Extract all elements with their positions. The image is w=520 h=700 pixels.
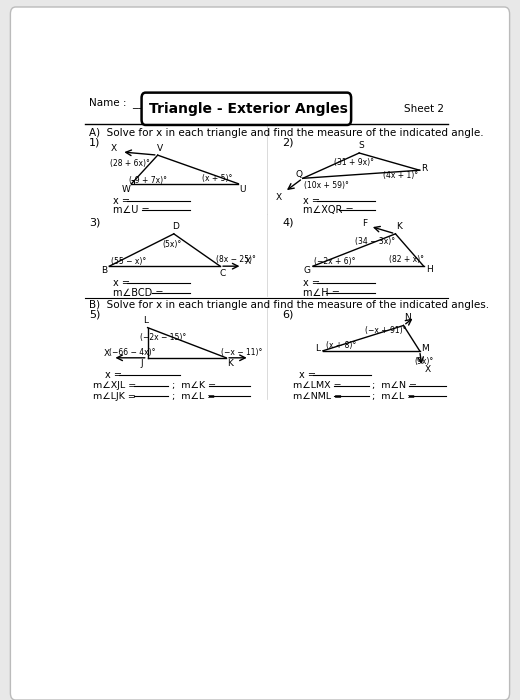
Text: ;  m∠N =: ; m∠N = xyxy=(372,382,420,391)
Text: (55 − x)°: (55 − x)° xyxy=(111,258,146,267)
Text: K: K xyxy=(396,222,401,231)
Text: m∠LJK =: m∠LJK = xyxy=(93,391,139,400)
Text: C: C xyxy=(219,269,225,278)
Text: L: L xyxy=(143,316,148,325)
Text: K: K xyxy=(227,358,233,368)
Text: L: L xyxy=(315,344,320,353)
Text: J: J xyxy=(141,358,144,368)
Text: H: H xyxy=(426,265,433,274)
Text: B: B xyxy=(101,266,107,275)
Text: (-9 + 7x)°: (-9 + 7x)° xyxy=(129,176,167,185)
Text: M: M xyxy=(421,344,429,353)
Text: (−2x + 6)°: (−2x + 6)° xyxy=(314,258,356,267)
Text: X: X xyxy=(245,258,251,267)
Text: (82 + x)°: (82 + x)° xyxy=(389,255,424,264)
Text: (5x)°: (5x)° xyxy=(162,240,181,249)
Text: x =: x = xyxy=(113,279,134,288)
Text: X: X xyxy=(276,193,282,202)
Text: 1): 1) xyxy=(89,138,100,148)
Text: Name :  __________________: Name : __________________ xyxy=(89,97,228,108)
Text: 6): 6) xyxy=(283,309,294,320)
Text: U: U xyxy=(239,185,245,194)
Text: (−x + 91)°: (−x + 91)° xyxy=(365,326,406,335)
Text: X: X xyxy=(425,365,431,375)
Text: B)  Solve for x in each triangle and find the measure of the indicated angles.: B) Solve for x in each triangle and find… xyxy=(89,300,489,310)
Text: ;  m∠K =: ; m∠K = xyxy=(172,382,219,391)
Text: (9x)°: (9x)° xyxy=(415,357,434,366)
Text: X: X xyxy=(111,144,117,153)
Text: W: W xyxy=(121,185,131,194)
Text: Sheet 2: Sheet 2 xyxy=(404,104,444,114)
Text: (10x + 59)°: (10x + 59)° xyxy=(304,181,348,190)
Text: m∠XQR =: m∠XQR = xyxy=(303,205,357,215)
Text: 3): 3) xyxy=(89,218,100,228)
Text: x =: x = xyxy=(113,196,134,206)
Text: (34 − 3x)°: (34 − 3x)° xyxy=(355,237,395,246)
Text: D: D xyxy=(173,223,179,231)
Text: (−66 − 4x)°: (−66 − 4x)° xyxy=(109,348,155,357)
Text: m∠U =: m∠U = xyxy=(113,205,153,215)
Text: F: F xyxy=(362,218,367,228)
Text: (4x + 1)°: (4x + 1)° xyxy=(383,171,418,180)
Text: (31 + 9x)°: (31 + 9x)° xyxy=(334,158,374,167)
Text: (−2x − 15)°: (−2x − 15)° xyxy=(140,332,186,342)
Text: m∠BCD =: m∠BCD = xyxy=(113,288,167,298)
Text: (x + 8)°: (x + 8)° xyxy=(327,341,357,350)
Text: (8x − 25)°: (8x − 25)° xyxy=(215,256,255,264)
FancyBboxPatch shape xyxy=(141,92,351,125)
Text: (x + 5)°: (x + 5)° xyxy=(202,174,232,183)
Text: 4): 4) xyxy=(283,218,294,228)
Text: 5): 5) xyxy=(89,309,100,320)
Text: m∠NML =: m∠NML = xyxy=(293,391,345,400)
Text: Q: Q xyxy=(295,170,302,179)
Text: m∠H =: m∠H = xyxy=(303,288,343,298)
Text: ;  m∠L =: ; m∠L = xyxy=(372,391,418,400)
Text: x =: x = xyxy=(303,196,323,206)
Text: X: X xyxy=(104,349,110,358)
Text: ;  m∠L =: ; m∠L = xyxy=(172,391,218,400)
Text: S: S xyxy=(358,141,364,150)
Text: V: V xyxy=(157,144,163,153)
Text: (−x − 11)°: (−x − 11)° xyxy=(221,348,262,357)
Text: Triangle - Exterior Angles: Triangle - Exterior Angles xyxy=(149,102,348,116)
Text: m∠XJL =: m∠XJL = xyxy=(93,382,139,391)
Text: m∠LMX =: m∠LMX = xyxy=(293,382,344,391)
Text: A)  Solve for x in each triangle and find the measure of the indicated angle.: A) Solve for x in each triangle and find… xyxy=(89,127,484,137)
Text: R: R xyxy=(421,164,427,173)
Text: 2): 2) xyxy=(283,138,294,148)
Text: x =: x = xyxy=(106,370,125,380)
Text: x =: x = xyxy=(298,370,319,380)
Text: x =: x = xyxy=(303,279,323,288)
Text: (28 + 6x)°: (28 + 6x)° xyxy=(110,160,150,168)
Text: N: N xyxy=(404,314,411,323)
Text: G: G xyxy=(304,266,311,275)
